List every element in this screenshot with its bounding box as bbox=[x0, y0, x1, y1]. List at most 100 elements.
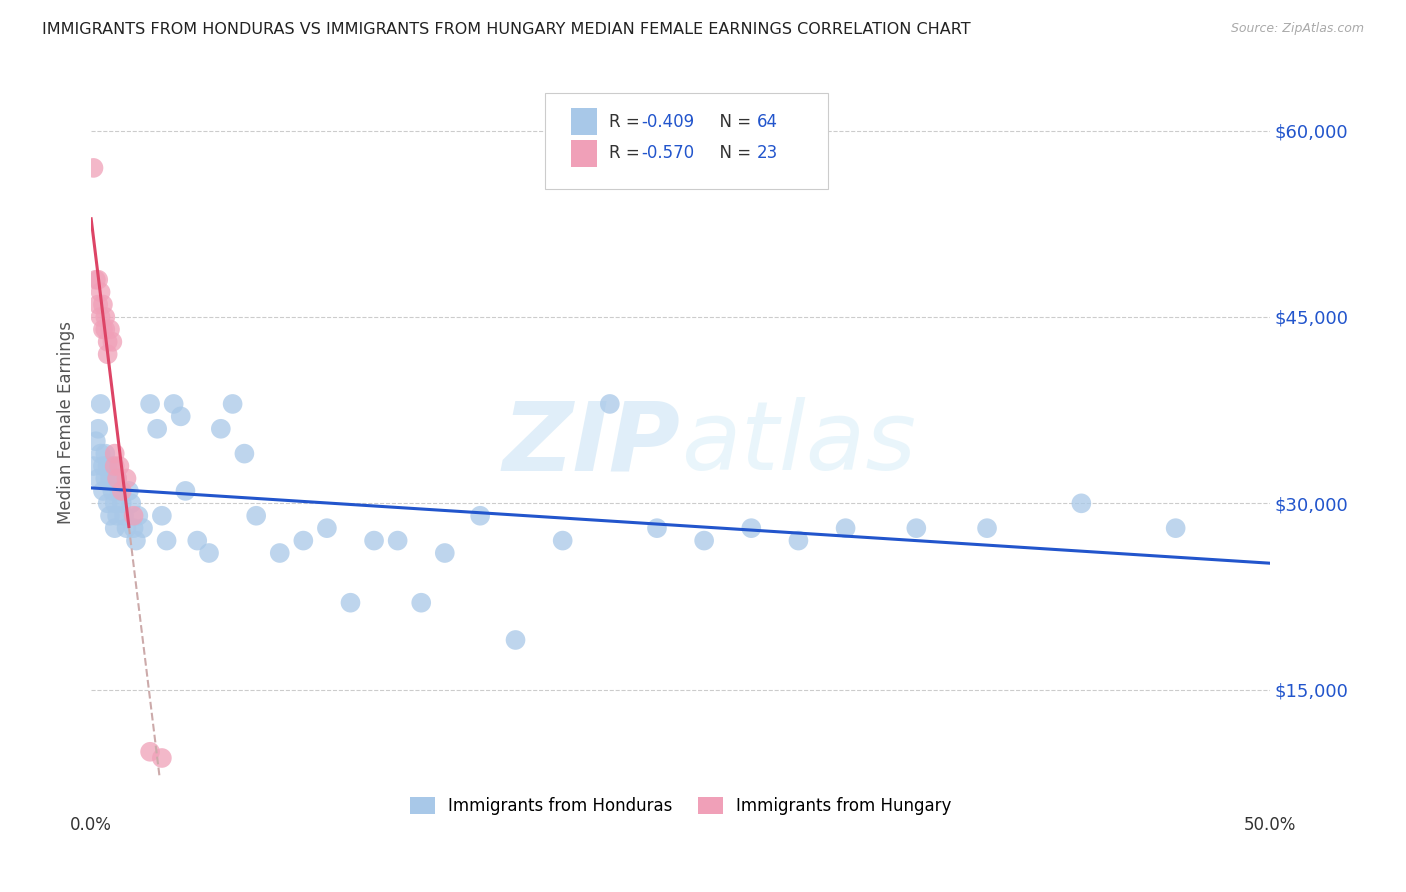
Point bbox=[105, 508, 128, 523]
Text: -0.570: -0.570 bbox=[641, 145, 695, 162]
Point bbox=[122, 521, 145, 535]
Point bbox=[91, 297, 114, 311]
Point bbox=[170, 409, 193, 424]
Point bbox=[316, 521, 339, 535]
Point bbox=[94, 310, 117, 324]
Point bbox=[111, 483, 134, 498]
Point bbox=[104, 496, 127, 510]
Point bbox=[363, 533, 385, 548]
Point bbox=[105, 471, 128, 485]
Text: 50.0%: 50.0% bbox=[1244, 815, 1296, 833]
Text: R =: R = bbox=[609, 112, 644, 130]
Point bbox=[84, 273, 107, 287]
Point bbox=[155, 533, 177, 548]
Text: -0.409: -0.409 bbox=[641, 112, 695, 130]
Point bbox=[174, 483, 197, 498]
Point bbox=[339, 596, 361, 610]
Point bbox=[97, 334, 120, 349]
Point bbox=[98, 322, 121, 336]
Point bbox=[87, 273, 110, 287]
Point bbox=[186, 533, 208, 548]
Point bbox=[87, 471, 110, 485]
Point bbox=[97, 458, 120, 473]
Point bbox=[693, 533, 716, 548]
Point bbox=[233, 447, 256, 461]
Point bbox=[83, 161, 105, 175]
Point bbox=[740, 521, 762, 535]
Point bbox=[98, 508, 121, 523]
Text: atlas: atlas bbox=[681, 397, 915, 491]
Point bbox=[98, 471, 121, 485]
Point bbox=[127, 508, 149, 523]
Point bbox=[112, 508, 135, 523]
Point bbox=[470, 508, 492, 523]
Point bbox=[150, 751, 173, 765]
Point bbox=[111, 496, 134, 510]
Point bbox=[104, 447, 127, 461]
Point bbox=[132, 521, 155, 535]
Point bbox=[115, 521, 138, 535]
Point bbox=[122, 508, 145, 523]
Point bbox=[387, 533, 409, 548]
Point bbox=[108, 458, 131, 473]
Point bbox=[150, 508, 173, 523]
Text: 0.0%: 0.0% bbox=[70, 815, 112, 833]
Bar bbox=[571, 108, 598, 135]
Point bbox=[411, 596, 433, 610]
Point bbox=[139, 745, 162, 759]
Point bbox=[1070, 496, 1092, 510]
Point bbox=[87, 297, 110, 311]
Point bbox=[599, 397, 621, 411]
Point bbox=[198, 546, 221, 560]
Point bbox=[209, 422, 232, 436]
Point bbox=[146, 422, 169, 436]
Point bbox=[104, 458, 127, 473]
Point bbox=[101, 334, 124, 349]
Point bbox=[269, 546, 291, 560]
Point bbox=[245, 508, 267, 523]
Point bbox=[115, 471, 138, 485]
Point bbox=[433, 546, 456, 560]
Text: IMMIGRANTS FROM HONDURAS VS IMMIGRANTS FROM HUNGARY MEDIAN FEMALE EARNINGS CORRE: IMMIGRANTS FROM HONDURAS VS IMMIGRANTS F… bbox=[42, 22, 970, 37]
Text: 64: 64 bbox=[758, 112, 778, 130]
Text: N =: N = bbox=[709, 112, 756, 130]
Text: 23: 23 bbox=[758, 145, 779, 162]
Point bbox=[905, 521, 928, 535]
Point bbox=[101, 458, 124, 473]
Point bbox=[787, 533, 810, 548]
Point bbox=[87, 422, 110, 436]
Point bbox=[120, 496, 142, 510]
Point bbox=[94, 471, 117, 485]
Point bbox=[97, 496, 120, 510]
FancyBboxPatch shape bbox=[546, 94, 828, 189]
Bar bbox=[571, 140, 598, 167]
Point bbox=[125, 533, 148, 548]
Point bbox=[1164, 521, 1187, 535]
Point bbox=[163, 397, 186, 411]
Point bbox=[91, 483, 114, 498]
Point bbox=[84, 434, 107, 449]
Point bbox=[90, 397, 112, 411]
Point bbox=[97, 347, 120, 361]
Point bbox=[83, 458, 105, 473]
Point bbox=[139, 397, 162, 411]
Text: R =: R = bbox=[609, 145, 644, 162]
Y-axis label: Median Female Earnings: Median Female Earnings bbox=[58, 321, 75, 524]
Point bbox=[221, 397, 243, 411]
Point bbox=[505, 632, 527, 647]
Point bbox=[104, 521, 127, 535]
Point bbox=[105, 471, 128, 485]
Point bbox=[834, 521, 856, 535]
Point bbox=[118, 483, 141, 498]
Point bbox=[292, 533, 315, 548]
Point bbox=[101, 483, 124, 498]
Text: N =: N = bbox=[709, 145, 756, 162]
Legend: Immigrants from Honduras, Immigrants from Hungary: Immigrants from Honduras, Immigrants fro… bbox=[404, 790, 957, 822]
Point bbox=[90, 285, 112, 300]
Point bbox=[94, 322, 117, 336]
Point bbox=[976, 521, 998, 535]
Point bbox=[94, 447, 117, 461]
Text: ZIP: ZIP bbox=[503, 397, 681, 491]
Text: Source: ZipAtlas.com: Source: ZipAtlas.com bbox=[1230, 22, 1364, 36]
Point bbox=[90, 447, 112, 461]
